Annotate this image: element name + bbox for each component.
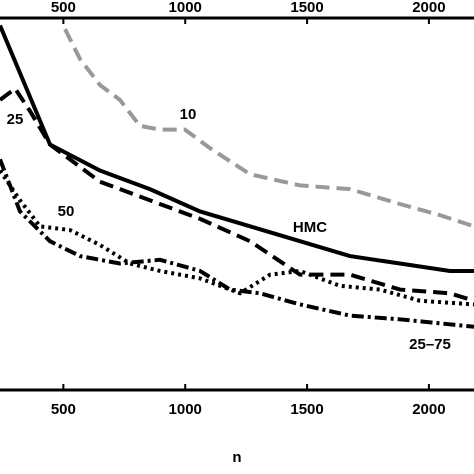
- series-label: 10: [180, 106, 197, 123]
- series-label: 25: [7, 111, 24, 128]
- x-tick-label: 1500: [290, 401, 323, 418]
- series-line: [0, 85, 474, 303]
- series-label: HMC: [293, 219, 327, 236]
- series-line: [0, 169, 474, 307]
- x-tick-label: 2000: [412, 401, 445, 418]
- x-tick-label: 500: [51, 401, 76, 418]
- x-tick-label-top: 2000: [412, 0, 445, 16]
- x-tick-label: 1000: [169, 401, 202, 418]
- series-line: [0, 158, 474, 329]
- x-tick-label-top: 1000: [169, 0, 202, 16]
- x-axis-label: n: [232, 449, 241, 466]
- series-label: 50: [58, 203, 75, 220]
- series-line: [63, 28, 474, 229]
- x-tick-label-top: 500: [51, 0, 76, 16]
- series-line: [0, 24, 474, 273]
- series-label: 25–75: [409, 336, 451, 353]
- x-tick-label-top: 1500: [290, 0, 323, 16]
